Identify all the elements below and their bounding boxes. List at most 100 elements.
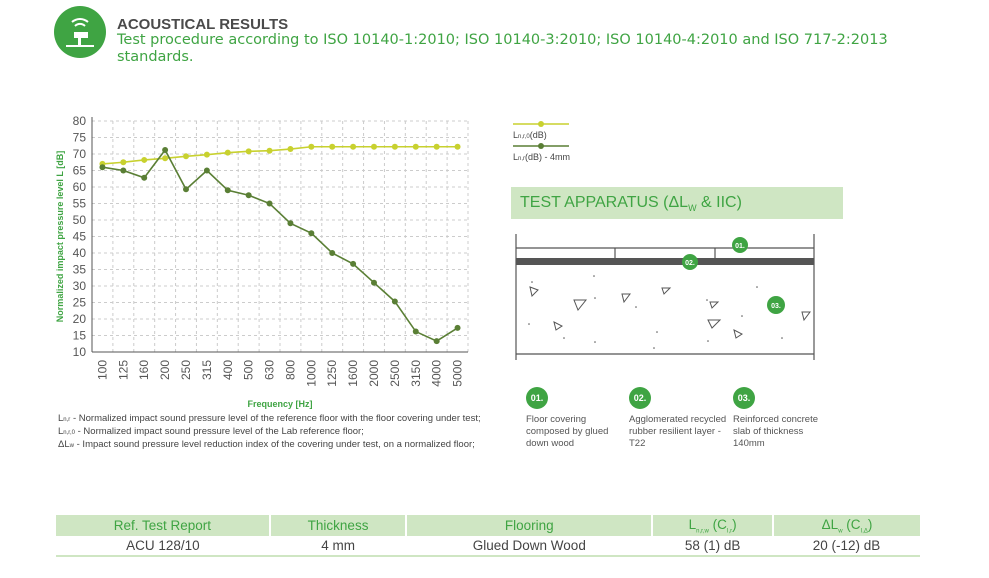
x-tick-label: 5000 — [451, 360, 465, 387]
y-tick-label: 45 — [73, 230, 87, 244]
apparatus-item-01: 01. Floor covering composed by glued down… — [526, 387, 626, 450]
x-tick-label: 160 — [137, 360, 151, 380]
header-lnrw: Ln,r,w (CI,r) — [652, 515, 775, 536]
data-point — [371, 143, 377, 150]
page-title: ACOUSTICAL RESULTS — [117, 16, 289, 33]
data-point — [224, 149, 231, 156]
x-tick-label: 2000 — [367, 360, 381, 387]
y-tick-label: 60 — [73, 180, 87, 194]
data-point — [183, 153, 189, 160]
y-tick-label: 15 — [73, 329, 87, 343]
table-row: ACU 128/10 4 mm Glued Down Wood 58 (1) d… — [56, 536, 920, 557]
data-point — [287, 220, 294, 227]
data-point — [203, 151, 210, 158]
x-tick-label: 630 — [263, 360, 277, 380]
x-tick-label: 315 — [200, 360, 214, 380]
legend-test-swatch — [513, 143, 569, 149]
x-tick-label: 3150 — [409, 360, 423, 387]
note-dlw: ΔLw - Impact sound pressure level reduct… — [58, 439, 475, 450]
data-point — [371, 279, 377, 286]
y-axis-label: Normalized impact pressure level L [dB] — [55, 151, 65, 322]
data-point — [391, 298, 398, 305]
data-point — [120, 159, 127, 166]
x-tick-label: 400 — [221, 360, 235, 380]
data-point — [329, 250, 336, 256]
apparatus-diagram: 01. 02. 03. — [515, 234, 815, 360]
x-tick-label: 500 — [242, 360, 256, 380]
hammer-impact-sound-icon — [54, 6, 106, 58]
caption-02: Agglomerated recycled rubber resilient l… — [629, 414, 727, 449]
data-point — [245, 192, 252, 199]
header-ref: Ref. Test Report — [56, 515, 271, 536]
data-point — [266, 200, 273, 207]
y-tick-label: 65 — [73, 164, 87, 178]
y-tick-label: 75 — [73, 131, 87, 145]
svg-text:01.: 01. — [735, 243, 745, 250]
data-point — [99, 164, 106, 171]
cell-thickness: 4 mm — [269, 536, 407, 557]
x-tick-label: 125 — [116, 360, 130, 380]
y-tick-label: 35 — [73, 263, 87, 277]
data-point — [308, 143, 315, 150]
x-tick-label: 100 — [95, 360, 109, 380]
data-point — [433, 143, 440, 150]
y-tick-label: 25 — [73, 296, 87, 310]
data-point — [183, 186, 189, 193]
header-dlw: ΔLw (CI,Δ) — [773, 515, 920, 536]
data-point — [120, 167, 127, 174]
data-point — [162, 155, 169, 162]
cell-dlw: 20 (-12) dB — [773, 536, 920, 557]
y-tick-label: 30 — [73, 279, 87, 293]
impact-sound-chart: 80 75 70 65 60 55 50 45 40 35 30 25 20 15 10 100 125 160 2… — [55, 114, 469, 409]
chart-legend: Ln,r,0(dB) Ln,r(dB) - 4mm — [513, 118, 613, 162]
apparatus-item-02: 02. Agglomerated recycled rubber resilien… — [629, 387, 729, 450]
symbol-notes: Ln,r - Normalized impact sound pressure … — [58, 413, 481, 452]
data-point — [433, 338, 440, 345]
series-line-1 — [102, 148, 458, 343]
x-tick-label: 4000 — [430, 360, 444, 387]
apparatus-badge-02: 02. — [682, 254, 698, 270]
caption-01: Floor covering composed by glued down wo… — [526, 414, 609, 449]
y-tick-label: 10 — [73, 345, 87, 359]
legend-test-label: Ln,r(dB) - 4mm — [513, 152, 571, 162]
y-tick-label: 70 — [73, 147, 87, 161]
header-thickness: Thickness — [269, 515, 408, 536]
data-point — [141, 174, 148, 181]
data-point — [350, 143, 357, 150]
legend-reference-swatch — [513, 121, 569, 127]
badge-03: 03. — [733, 387, 755, 409]
data-point — [329, 143, 336, 150]
cell-ref: ACU 128/10 — [56, 536, 270, 557]
data-point — [391, 143, 398, 150]
data-point — [350, 260, 357, 267]
data-point — [287, 146, 294, 153]
data-point — [266, 147, 273, 154]
x-tick-label: 1000 — [304, 360, 318, 387]
badge-01: 01. — [526, 387, 548, 409]
data-point — [412, 143, 419, 150]
x-tick-label: 250 — [179, 360, 193, 380]
y-tick-label: 40 — [73, 246, 87, 260]
note-lnr0: Ln,r,0 - Normalized impact sound pressur… — [58, 426, 364, 437]
y-tick-label: 55 — [73, 197, 87, 211]
cell-lnrw: 58 (1) dB — [652, 536, 774, 557]
y-tick-label: 50 — [73, 213, 87, 227]
apparatus-item-03: 03. Reinforced concrete slab of thickness… — [733, 387, 828, 450]
y-tick-label: 80 — [73, 114, 87, 128]
data-point — [141, 156, 148, 163]
header-flooring: Flooring — [406, 515, 654, 536]
note-lnr: Ln,r - Normalized impact sound pressure … — [58, 413, 481, 424]
data-point — [454, 324, 461, 331]
page-subtitle: Test procedure according to ISO 10140-1:… — [117, 32, 888, 65]
cell-flooring: Glued Down Wood — [406, 536, 653, 557]
legend-reference-label: Ln,r,0(dB) — [513, 130, 547, 140]
apparatus-badge-03: 03. — [767, 296, 785, 314]
data-point — [412, 328, 419, 335]
svg-text:03.: 03. — [771, 303, 781, 310]
badge-02: 02. — [629, 387, 651, 409]
x-tick-label: 1600 — [346, 360, 360, 387]
x-tick-label: 200 — [158, 360, 172, 380]
data-point — [308, 230, 315, 237]
series-line-0 — [102, 145, 458, 165]
x-tick-label: 2500 — [388, 360, 402, 387]
